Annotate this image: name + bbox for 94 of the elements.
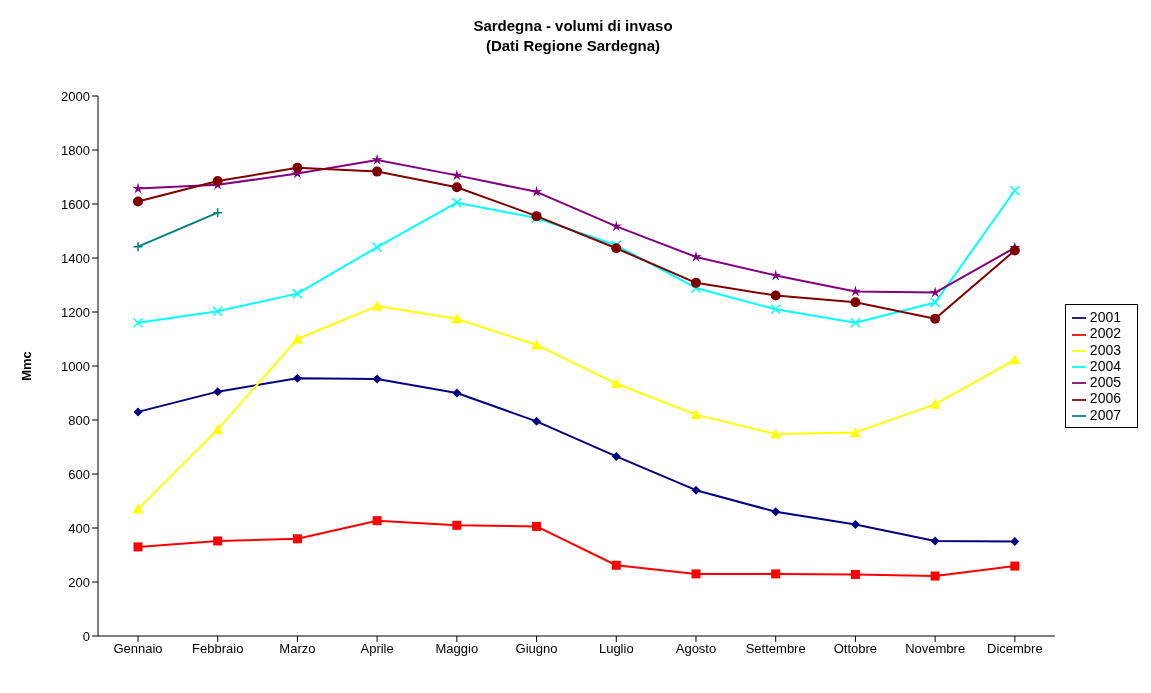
- point: [1009, 354, 1021, 365]
- point: [451, 182, 462, 193]
- point: [132, 317, 144, 329]
- point: [930, 313, 941, 324]
- point: [531, 339, 543, 350]
- point: [1009, 185, 1021, 196]
- point: [132, 503, 144, 514]
- point: [771, 569, 781, 579]
- point: [690, 277, 701, 288]
- legend-label: 2007: [1089, 406, 1121, 423]
- point: [291, 333, 303, 344]
- point: [611, 451, 621, 461]
- point: [611, 560, 621, 570]
- point: [849, 426, 861, 437]
- y-tick-label: 1000: [61, 358, 90, 374]
- point: [691, 485, 701, 495]
- chart-title: Sardegna - volumi di invaso: [472, 16, 674, 36]
- point: [532, 416, 542, 426]
- point: [691, 569, 701, 579]
- legend-label: 2005: [1089, 374, 1121, 391]
- point: [451, 197, 463, 208]
- point: [451, 313, 463, 324]
- point: [770, 290, 781, 301]
- point: [132, 182, 144, 194]
- x-tick-label: Aprile: [360, 641, 394, 657]
- y-tick-label: 600: [68, 466, 90, 482]
- y-tick-label: 200: [68, 574, 90, 590]
- point: [850, 317, 861, 329]
- point: [292, 288, 303, 299]
- point: [929, 286, 941, 298]
- point: [372, 516, 382, 526]
- x-tick-label: Dicembre: [987, 641, 1043, 657]
- point: [133, 407, 143, 417]
- point: [690, 409, 702, 420]
- y-tick-label: 1400: [61, 250, 90, 266]
- y-tick-label: 2000: [61, 88, 90, 104]
- point: [292, 534, 302, 544]
- point: [929, 297, 941, 308]
- x-tick-label: Gennaio: [113, 641, 163, 657]
- x-tick-label: Ottobre: [833, 641, 878, 657]
- point: [292, 162, 303, 173]
- point: [213, 536, 223, 546]
- legend-label: 2003: [1089, 341, 1121, 358]
- x-tick-label: Maggio: [435, 641, 479, 657]
- x-tick-label: Luglio: [598, 641, 634, 657]
- y-tick-label: 400: [68, 520, 90, 536]
- point: [610, 220, 622, 232]
- y-tick-label: 1600: [61, 196, 90, 212]
- point: [1009, 245, 1020, 256]
- point: [372, 166, 383, 177]
- point: [850, 569, 860, 579]
- chart-subtitle: (Dati Regione Sardegna): [484, 36, 662, 56]
- point: [610, 378, 622, 389]
- legend-label: 2002: [1089, 325, 1121, 342]
- point: [1010, 537, 1020, 546]
- point: [770, 269, 782, 281]
- point: [212, 423, 224, 434]
- point: [133, 542, 143, 552]
- x-tick-label: Agosto: [675, 641, 717, 657]
- point: [371, 241, 383, 253]
- x-tick-label: Novembre: [905, 641, 966, 657]
- x-tick-label: Febbraio: [192, 641, 244, 657]
- point: [850, 519, 860, 529]
- x-tick-label: Settembre: [745, 641, 806, 657]
- y-tick-label: 1200: [61, 304, 90, 320]
- point: [930, 536, 940, 546]
- x-tick-label: Giugno: [515, 641, 558, 657]
- point: [371, 153, 383, 165]
- point: [930, 571, 940, 581]
- legend-label: 2001: [1089, 308, 1121, 325]
- point: [771, 507, 781, 517]
- point: [770, 428, 782, 439]
- point: [929, 398, 941, 409]
- point: [690, 250, 702, 262]
- legend-label: 2006: [1089, 390, 1121, 407]
- x-tick-label: Marzo: [279, 641, 316, 657]
- y-tick-label: 800: [68, 412, 90, 428]
- point: [132, 241, 144, 252]
- y-axis-title: Mmc: [18, 351, 34, 381]
- point: [1010, 561, 1020, 571]
- point: [770, 304, 781, 315]
- point: [292, 373, 302, 383]
- y-tick-label: 1800: [61, 142, 90, 158]
- point: [133, 196, 143, 207]
- point: [213, 387, 223, 397]
- legend-label: 2004: [1089, 357, 1121, 374]
- point: [212, 305, 223, 317]
- y-tick-label: 0: [82, 628, 90, 644]
- point: [371, 300, 383, 311]
- point: [452, 520, 462, 530]
- point: [452, 388, 462, 398]
- point: [850, 297, 861, 308]
- point: [532, 521, 542, 531]
- point: [372, 374, 382, 384]
